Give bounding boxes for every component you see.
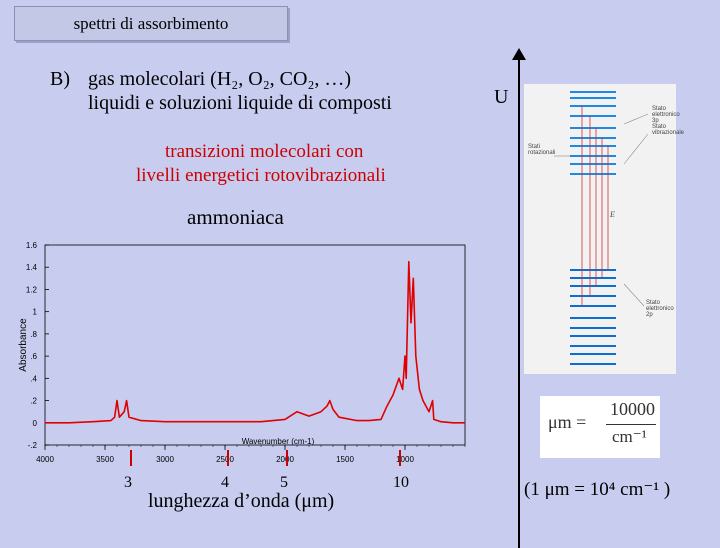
formula-numerator: 10000 <box>610 399 655 419</box>
wavelength-tick <box>399 450 401 466</box>
wavelength-tick <box>286 450 288 466</box>
slide-title-text: spettri di assorbimento <box>73 13 229 33</box>
energy-levels-svg <box>554 91 649 365</box>
brace-line <box>623 283 645 307</box>
energy-e-label: E <box>610 210 615 219</box>
y-tick-label: .6 <box>30 352 37 361</box>
red-line-1: transizioni molecolari con <box>165 141 364 162</box>
y-tick-label: 1.4 <box>26 263 38 272</box>
x-tick-label: 4000 <box>36 455 54 464</box>
x-tick-label: 1500 <box>336 455 354 464</box>
wavelength-mark-label: 4 <box>221 474 229 491</box>
ir-spectrum-chart: 1.6 1.4 1.2 1 .8 .6 .4 .2 0 -.2 4000 3500 3000 2500 20… <box>18 241 466 464</box>
absorbance-series-line <box>45 260 465 424</box>
item-label: B) <box>50 68 70 90</box>
y-tick-label: 0 <box>33 419 38 428</box>
stato-vibrazionale-label: Stato vibrazionale <box>652 124 685 136</box>
x-tick-label: 2000 <box>276 455 294 464</box>
brace-line <box>623 113 649 125</box>
fraction-bar <box>606 424 656 425</box>
wavelength-mark-label: 10 <box>393 474 409 491</box>
formula-denominator: cm⁻¹ <box>612 427 647 446</box>
wavelength-axis-label: lunghezza d’onda (μm) <box>148 490 335 512</box>
red-line-2: livelli energetici rotovibrazionali <box>136 165 386 186</box>
content-line-1: gas molecolari (H₂, O₂, CO₂, …) <box>88 68 352 90</box>
y-tick-label: .2 <box>30 397 37 406</box>
y-axis-label: Absorbance <box>18 318 29 372</box>
slide-title: spettri di assorbimento <box>14 6 288 41</box>
u-axis-label: U <box>494 86 509 108</box>
x-tick-label: 1000 <box>396 455 414 464</box>
y-tick-label: 1.6 <box>26 241 38 250</box>
u-axis-arrowhead <box>512 48 526 60</box>
stati-rotazionali-label: Stati rotazionali <box>528 144 556 156</box>
stato-elettronico-2p-label: Stato elettronico 2p <box>646 300 674 318</box>
stato-elettronico-3p-label: Stato elettronico 3p <box>652 106 680 124</box>
content-line-2: liquidi e soluzioni liquide di composti <box>88 92 392 114</box>
brace-line <box>623 133 649 165</box>
u-axis-line <box>518 58 520 548</box>
x-tick-label: 2500 <box>216 455 234 464</box>
y-tick-label: 1 <box>33 308 38 317</box>
x-axis-label: Wavenumber (cm-1) <box>242 437 315 446</box>
x-tick-label: 3000 <box>156 455 174 464</box>
y-tick-label: .8 <box>30 330 37 339</box>
wavelength-tick <box>227 450 229 466</box>
wavelength-mark-label: 3 <box>124 474 132 491</box>
y-tick-label: -.2 <box>28 441 38 450</box>
sample-name: ammoniaca <box>187 205 284 229</box>
wavelength-formula: μm = 10000 cm⁻¹ <box>540 396 660 458</box>
formula-lhs: μm = <box>548 412 587 432</box>
wavelength-tick <box>130 450 132 466</box>
x-tick-label: 3500 <box>96 455 114 464</box>
wavelength-mark-label: 5 <box>280 474 288 491</box>
y-tick-label: 1.2 <box>26 285 38 294</box>
plot-frame <box>44 244 466 446</box>
unit-conversion-note: (1 μm = 10⁴ cm⁻¹ ) <box>524 479 671 500</box>
y-tick-label: .4 <box>30 374 37 383</box>
energy-level-diagram: Stati rotazionali Stato vibrazionale Sta… <box>524 84 685 374</box>
